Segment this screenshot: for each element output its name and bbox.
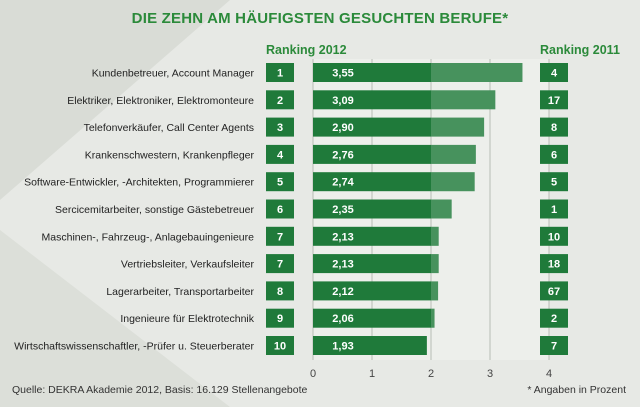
rank-2011-box [540,254,568,274]
category-label: Kundenbetreuer, Account Manager [92,68,255,80]
bar [313,199,452,219]
rank-2011-label: 7 [551,341,557,353]
bar [313,144,476,164]
bar [313,117,485,137]
rank-2012-label: 7 [277,259,283,271]
bar-highlight [431,281,439,301]
rank-2011-label: 67 [548,286,560,298]
rank-2011-box [540,226,568,246]
rank-2012-label: 7 [277,231,283,243]
rank-2012-box [266,90,294,110]
ranking-2012-header: Ranking 2012 [266,43,347,57]
x-tick-label: 3 [487,368,493,380]
rank-2012-box [266,336,294,355]
category-label: Lagerarbeiter, Transportarbeiter [106,286,254,298]
value-label: 1,93 [332,341,353,353]
rank-2011-label: 17 [548,95,560,107]
value-label: 2,74 [332,177,354,189]
category-label: Vertriebsleiter, Verkaufsleiter [121,259,255,271]
rank-2012-label: 9 [277,313,283,325]
rank-2012-box [266,144,294,164]
rank-2011-box [540,308,568,328]
value-label: 2,13 [332,231,353,243]
bar [313,172,475,192]
value-label: 3,55 [332,68,353,80]
rank-2011-label: 10 [548,231,560,243]
rank-2011-label: 5 [551,177,557,189]
rank-2011-box [540,63,568,82]
bar [313,281,439,301]
bar [313,254,439,274]
rank-2012-box [266,254,294,274]
bar [313,308,435,328]
category-label: Elektriker, Elektroniker, Elektromonteur… [67,95,254,107]
rank-2011-box [540,144,568,164]
rank-2011-box [540,90,568,110]
bar-highlight [431,117,485,137]
category-label: Software-Entwickler, -Architekten, Progr… [24,177,254,189]
rank-2011-label: 1 [551,204,557,216]
bar [313,63,523,82]
x-tick-label: 4 [546,368,552,380]
rank-2011-box [540,281,568,301]
bar-highlight [431,144,476,164]
rank-2011-label: 8 [551,122,557,134]
rank-2011-label: 4 [551,68,558,80]
rank-2011-box [540,336,568,355]
value-label: 2,35 [332,204,353,216]
value-label: 2,90 [332,122,353,134]
bar [313,336,427,355]
bar-highlight [431,199,452,219]
value-label: 2,12 [332,286,353,298]
rank-2012-label: 3 [277,122,283,134]
bar-highlight [431,308,435,328]
footnote: * Angaben in Prozent [527,384,626,396]
x-tick-label: 2 [428,368,434,380]
bar [313,90,496,110]
rank-2012-box [266,281,294,301]
category-label: Telefonverkäufer, Call Center Agents [84,122,254,134]
category-label: Maschinen-, Fahrzeug-, Anlagebauingenieu… [42,231,255,243]
ranking-2011-header: Ranking 2011 [540,43,620,57]
bar-highlight [431,63,523,82]
rank-2012-label: 5 [277,177,283,189]
rank-2012-label: 2 [277,95,283,107]
x-tick-label: 1 [369,368,375,380]
rank-2011-label: 18 [548,259,560,271]
chart-title: DIE ZEHN AM HÄUFIGSTEN GESUCHTEN BERUFE* [131,10,509,27]
value-label: 2,06 [332,313,353,325]
category-label: Wirtschaftswissenschaftler, -Prüfer u. S… [14,341,254,353]
value-label: 2,76 [332,149,353,161]
bar-highlight [431,226,439,246]
category-label: Sercicemitarbeiter, sonstige Gästebetreu… [55,204,255,216]
rank-2012-box [266,308,294,328]
rank-2011-label: 6 [551,149,557,161]
rank-2011-label: 2 [551,313,557,325]
rank-2011-box [540,199,568,219]
rank-2011-box [540,117,568,137]
bar [313,226,439,246]
rank-2012-label: 6 [277,204,283,216]
rank-2012-box [266,226,294,246]
rank-2012-box [266,63,294,82]
value-label: 2,13 [332,259,353,271]
bar-highlight [431,172,475,192]
category-label: Krankenschwestern, Krankenpfleger [85,149,255,161]
source-note: Quelle: DEKRA Akademie 2012, Basis: 16.1… [12,384,308,396]
category-label: Ingenieure für Elektrotechnik [120,313,254,325]
rank-2012-label: 10 [274,341,286,353]
x-tick-label: 0 [310,368,316,380]
rank-2012-label: 1 [277,68,283,80]
value-label: 3,09 [332,95,353,107]
rank-2012-label: 4 [277,149,284,161]
rank-2012-box [266,172,294,192]
bar-highlight [431,90,496,110]
rank-2012-label: 8 [277,286,283,298]
bar-highlight [431,254,439,274]
rank-2011-box [540,172,568,192]
rank-2012-box [266,117,294,137]
rank-2012-box [266,199,294,219]
